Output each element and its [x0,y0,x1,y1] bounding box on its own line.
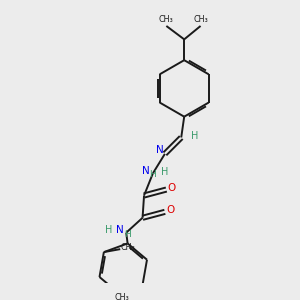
Text: O: O [166,206,174,215]
Text: O: O [168,183,176,193]
Text: CH₃: CH₃ [194,15,208,24]
Text: H: H [161,167,169,177]
Text: H: H [149,170,156,179]
Text: H: H [124,230,130,239]
Text: CH₃: CH₃ [120,243,135,252]
Text: CH₃: CH₃ [158,15,173,24]
Text: CH₃: CH₃ [114,293,129,300]
Text: H: H [191,131,198,141]
Text: N: N [156,145,164,155]
Text: N: N [116,225,124,235]
Text: H: H [105,225,112,235]
Text: N: N [142,166,149,176]
